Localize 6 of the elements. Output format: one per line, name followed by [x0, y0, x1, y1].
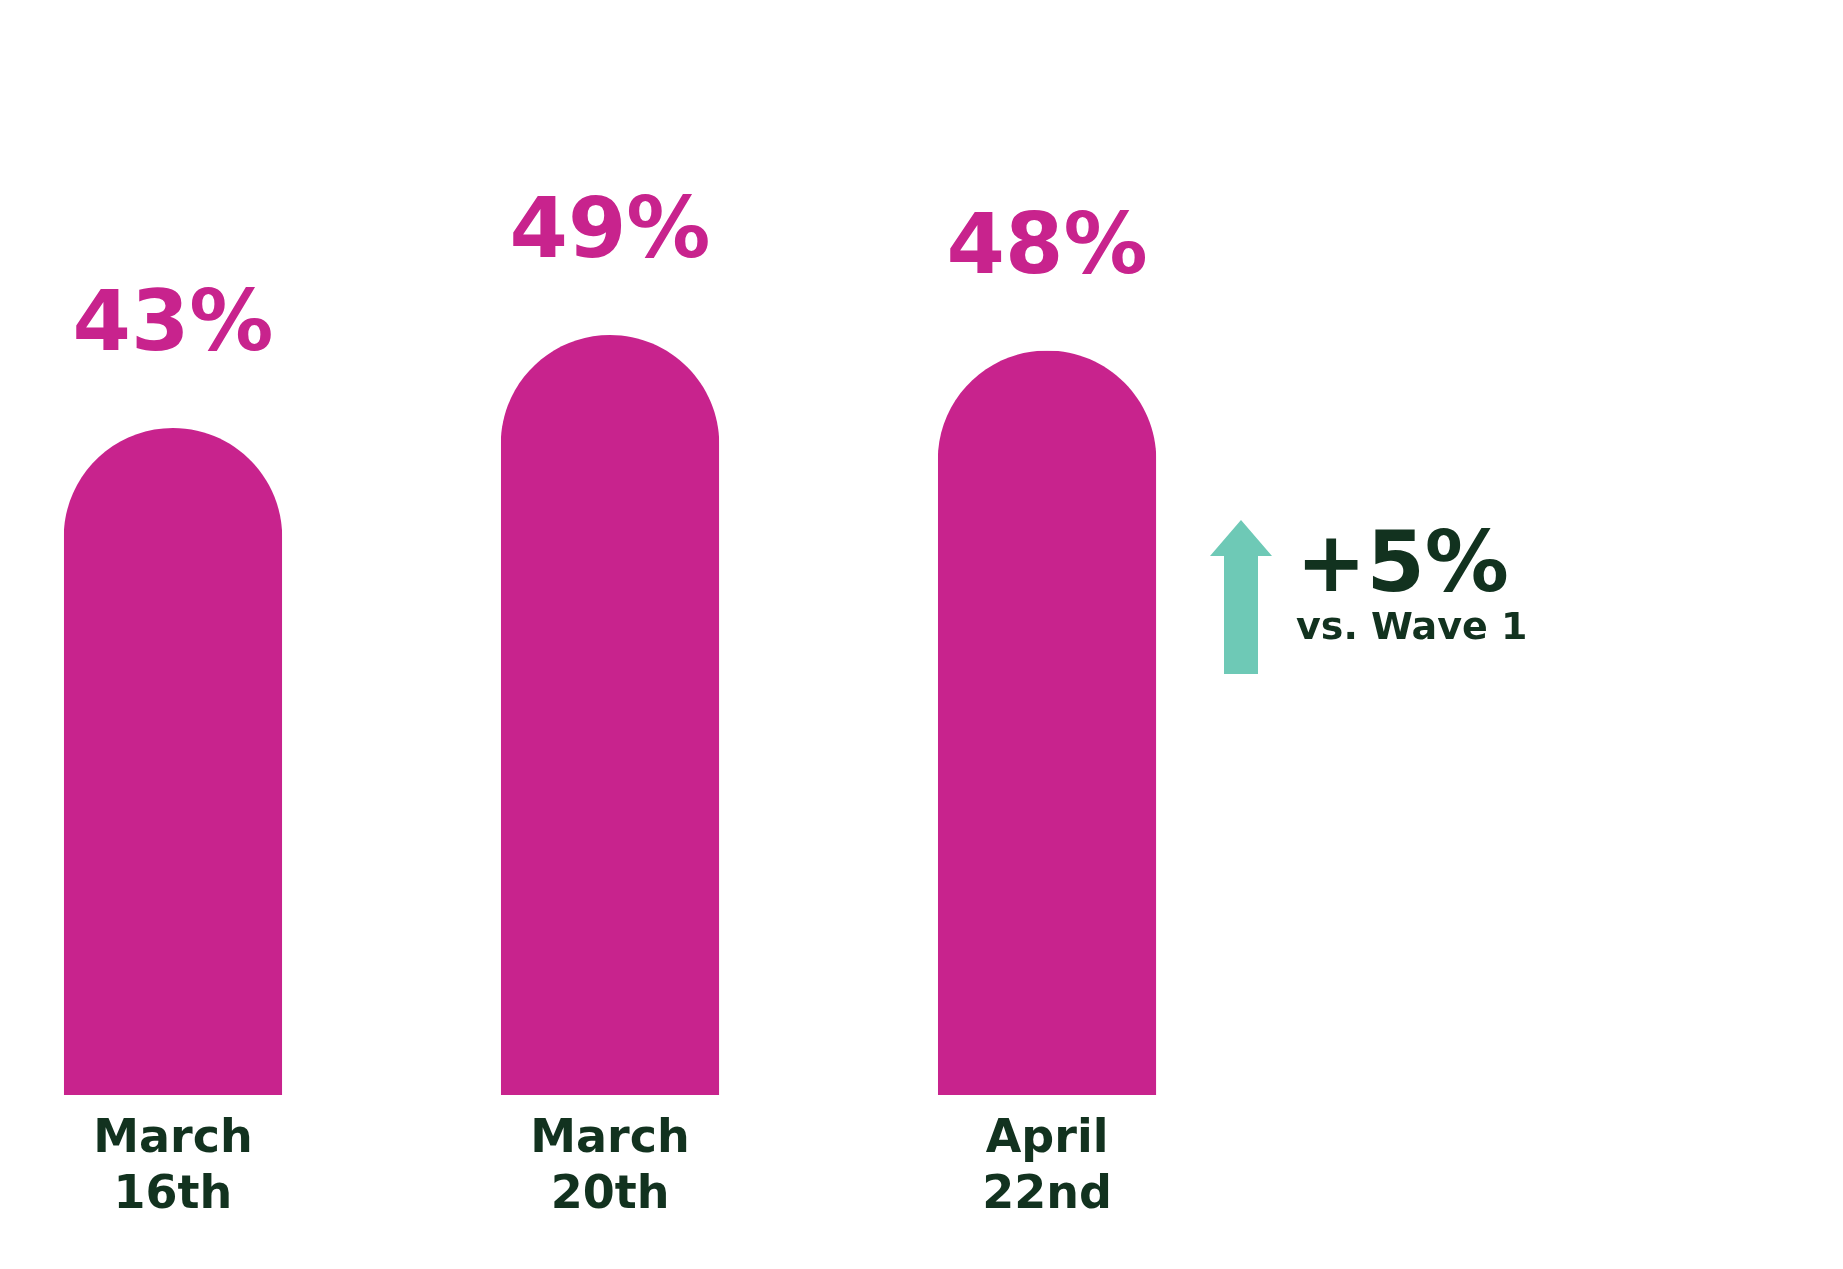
- x-tick-label: April 22nd: [982, 1108, 1112, 1219]
- data-label: 48%: [946, 194, 1148, 293]
- data-label: 43%: [72, 272, 274, 371]
- data-label: 49%: [509, 179, 711, 277]
- x-tick-label: March 20th: [530, 1108, 690, 1219]
- x-tick-label: March 16th: [93, 1108, 253, 1219]
